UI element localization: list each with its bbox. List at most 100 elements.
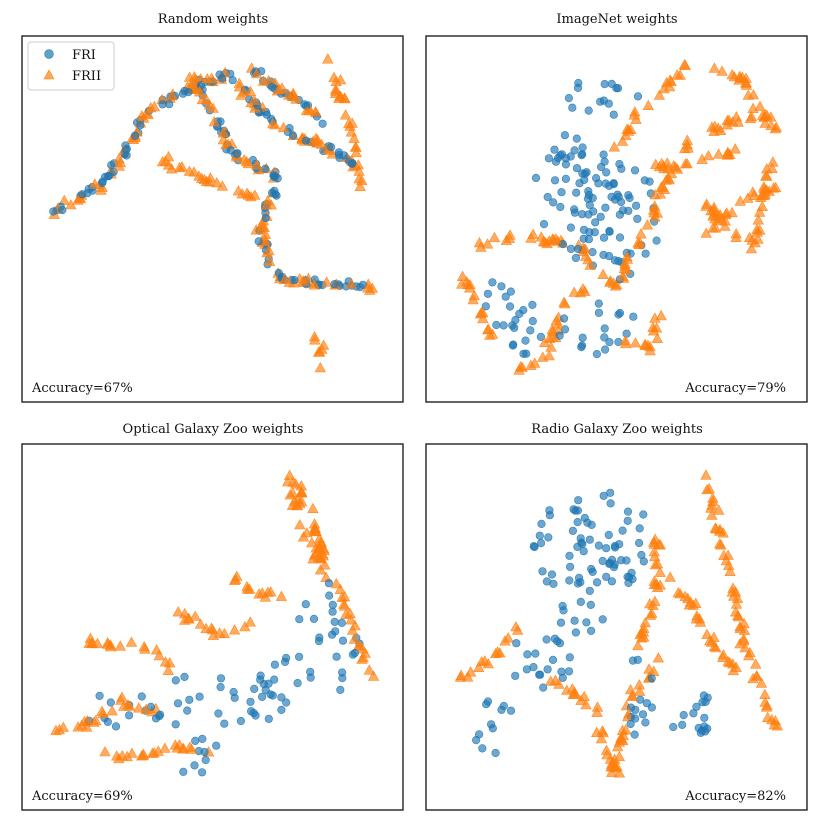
fri-point	[338, 636, 348, 645]
frii-point	[730, 111, 743, 122]
frii-point	[244, 85, 257, 96]
fri-point	[623, 507, 633, 516]
fri-point	[571, 253, 581, 263]
fri-point	[328, 630, 337, 639]
fri-point	[512, 639, 521, 648]
frii-point	[759, 117, 771, 128]
fri-point	[584, 106, 593, 115]
frii-point	[317, 339, 330, 350]
frii-point	[752, 214, 765, 225]
frii-point	[330, 75, 342, 86]
frii-point	[770, 121, 783, 132]
fri-point	[617, 556, 626, 565]
frii-point	[312, 346, 325, 357]
frii-point	[208, 115, 221, 127]
frii-point	[207, 102, 219, 113]
frii-point	[72, 721, 84, 732]
frii-point	[317, 542, 330, 554]
fri-point	[576, 578, 585, 587]
frii-point	[538, 336, 551, 347]
frii-point	[236, 188, 248, 199]
frii-point	[118, 700, 130, 711]
fri-point	[95, 691, 104, 701]
fri-point	[614, 257, 623, 266]
fri-point	[191, 736, 200, 746]
fri-point	[577, 151, 586, 160]
fri-point	[178, 89, 188, 98]
fri-point	[247, 707, 256, 716]
accuracy-label: Accuracy=69%	[31, 789, 133, 804]
fri-point	[556, 618, 566, 627]
frii-point	[260, 199, 273, 210]
fri-point	[555, 331, 564, 340]
fri-point	[607, 577, 617, 586]
frii-point	[597, 268, 609, 279]
fri-point	[558, 601, 567, 611]
frii-point	[549, 674, 562, 685]
frii-point	[726, 116, 739, 127]
frii-point	[217, 127, 230, 138]
fri-point	[201, 755, 210, 765]
frii-point	[216, 180, 229, 191]
fri-point	[509, 340, 518, 349]
frii-point	[667, 160, 680, 171]
frii-point	[99, 745, 111, 757]
fri-point	[557, 188, 566, 197]
fri-point	[535, 670, 545, 679]
frii-point	[708, 640, 721, 651]
frii-point	[53, 723, 66, 735]
fri-point	[640, 176, 649, 185]
frii-point	[626, 690, 639, 701]
fri-point	[594, 299, 603, 308]
frii-point	[647, 599, 659, 610]
fri-point	[568, 103, 577, 112]
frii-point	[283, 469, 296, 480]
frii-point	[730, 598, 743, 609]
fri-point	[183, 706, 192, 715]
frii-point	[348, 132, 360, 143]
frii-point	[491, 646, 504, 657]
fri-point	[262, 110, 271, 119]
frii-point	[605, 761, 617, 772]
fri-point	[220, 719, 229, 728]
frii-point	[81, 721, 93, 732]
frii-point	[193, 86, 206, 97]
fri-point	[602, 544, 611, 553]
frii-point	[238, 154, 250, 165]
fri-point	[615, 233, 625, 242]
frii-point	[760, 170, 772, 181]
frii-point	[135, 750, 148, 761]
legend-marker-frii	[43, 69, 55, 80]
fri-point	[566, 244, 576, 253]
fri-point	[584, 210, 593, 219]
frii-point	[488, 231, 501, 243]
accuracy-label: Accuracy=67%	[31, 381, 133, 396]
fri-point	[600, 345, 610, 354]
frii-point	[294, 518, 306, 530]
fri-point	[214, 709, 223, 718]
frii-point	[651, 581, 664, 592]
accuracy-label: Accuracy=82%	[684, 789, 786, 804]
fri-point	[568, 526, 578, 535]
frii-point	[204, 172, 217, 183]
fri-point	[574, 78, 583, 88]
fri-point	[596, 97, 605, 106]
legend-label-frii: FRII	[72, 69, 101, 84]
frii-point	[244, 616, 257, 627]
fri-point	[491, 748, 500, 758]
fri-point	[478, 744, 487, 753]
frii-point	[138, 640, 150, 652]
fri-point	[536, 538, 546, 548]
frii-point	[307, 502, 319, 513]
frii-point	[297, 275, 309, 286]
frii-point	[481, 238, 494, 249]
frii-point	[649, 188, 661, 200]
fri-point	[600, 324, 609, 333]
frii-point	[308, 330, 321, 342]
frii-point	[682, 142, 694, 153]
fri-point	[544, 533, 553, 542]
panel-title: Radio Galaxy Zoo weights	[531, 422, 703, 437]
frii-point	[81, 715, 94, 726]
fri-point	[587, 564, 596, 574]
frii-point	[344, 120, 356, 131]
